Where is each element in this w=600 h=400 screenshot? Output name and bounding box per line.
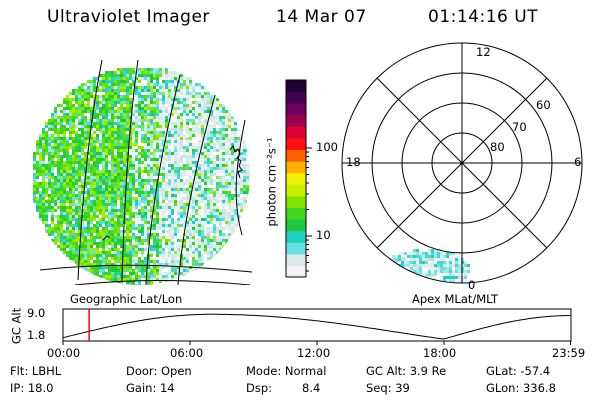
- orbit-axis-label: GC Alt: [9, 307, 24, 345]
- coastline: [102, 235, 111, 241]
- glat-value: GLat: -57.4: [486, 364, 551, 378]
- mlat-label-60: 60: [536, 98, 551, 112]
- geo-gridline: [121, 59, 139, 283]
- colorbar-segment: [286, 161, 306, 174]
- colorbar-segment: [286, 195, 306, 208]
- filter-value: Flt: LBHL: [10, 364, 62, 378]
- door-status: Door: Open: [126, 364, 192, 378]
- geographic-caption: Geographic Lat/Lon: [70, 292, 183, 306]
- geo-gridline: [77, 59, 103, 281]
- colorbar-segment: [286, 137, 306, 151]
- coastline: [229, 144, 243, 179]
- colorbar-segment: [286, 91, 306, 104]
- ip-value: IP: 18.0: [10, 381, 54, 395]
- mlt-label-12: 12: [476, 45, 491, 59]
- orbit-xtick-0000: 00:00: [47, 346, 81, 360]
- mode-value: Mode: Normal: [246, 364, 327, 378]
- colorbar-segment: [286, 265, 306, 278]
- colorbar-segment: [286, 80, 306, 93]
- orbit-xtick-0600: 06:00: [170, 346, 204, 360]
- mlt-axis: [376, 77, 548, 249]
- colorbar: [285, 79, 312, 278]
- colorbar-tick-100: 100: [316, 140, 338, 154]
- instrument-title: Ultraviolet Imager: [47, 7, 210, 27]
- mlt-label-18: 18: [346, 155, 361, 169]
- colorbar-segment: [286, 184, 306, 197]
- colorbar-segment: [286, 149, 306, 162]
- dsp-label: Dsp:: [246, 381, 273, 395]
- orbit-xtick-2359: 23:59: [552, 346, 586, 360]
- colorbar-segment: [286, 207, 306, 220]
- apex-caption: Apex MLat/MLT: [412, 292, 499, 306]
- colorbar-segment: [286, 172, 306, 185]
- gain-value: Gain: 14: [126, 381, 175, 395]
- colorbar-segment: [286, 242, 306, 255]
- observation-time: 01:14:16 UT: [428, 7, 539, 27]
- mlat-label-70: 70: [512, 120, 527, 134]
- colorbar-segment: [286, 126, 306, 139]
- mlt-label-6: 6: [574, 155, 582, 169]
- observation-date: 14 Mar 07: [276, 7, 367, 27]
- mlt-label-0: 0: [468, 278, 476, 292]
- orbit-plot: [62, 308, 572, 345]
- orbit-ytick-max: 9.0: [27, 306, 46, 320]
- geo-gridline: [74, 279, 251, 285]
- polar-plot: [341, 42, 583, 284]
- orbit-xtick-1800: 18:00: [423, 346, 457, 360]
- colorbar-segment: [286, 253, 306, 266]
- gc-alt-value: GC Alt: 3.9 Re: [366, 364, 447, 378]
- colorbar-tick-10: 10: [316, 228, 331, 242]
- geo-gridline: [177, 94, 216, 285]
- glon-value: GLon: 336.8: [486, 381, 556, 395]
- colorbar-segment: [286, 103, 306, 116]
- seq-value: Seq: 39: [366, 381, 410, 395]
- orbit-xtick-1200: 12:00: [297, 346, 331, 360]
- colorbar-segment: [286, 114, 306, 127]
- geo-gridline: [145, 74, 181, 285]
- colorbar-segment: [286, 230, 306, 243]
- colorbar-unit-label: photon cm⁻²s⁻¹: [264, 137, 279, 227]
- dsp-value: 8.4: [302, 381, 321, 395]
- geo-gridline: [39, 264, 253, 273]
- geographic-image: [33, 59, 253, 285]
- geo-gridline: [235, 119, 246, 236]
- orbit-ytick-min: 1.8: [27, 328, 46, 342]
- colorbar-segment: [286, 219, 306, 232]
- mlat-label-80: 80: [490, 140, 505, 154]
